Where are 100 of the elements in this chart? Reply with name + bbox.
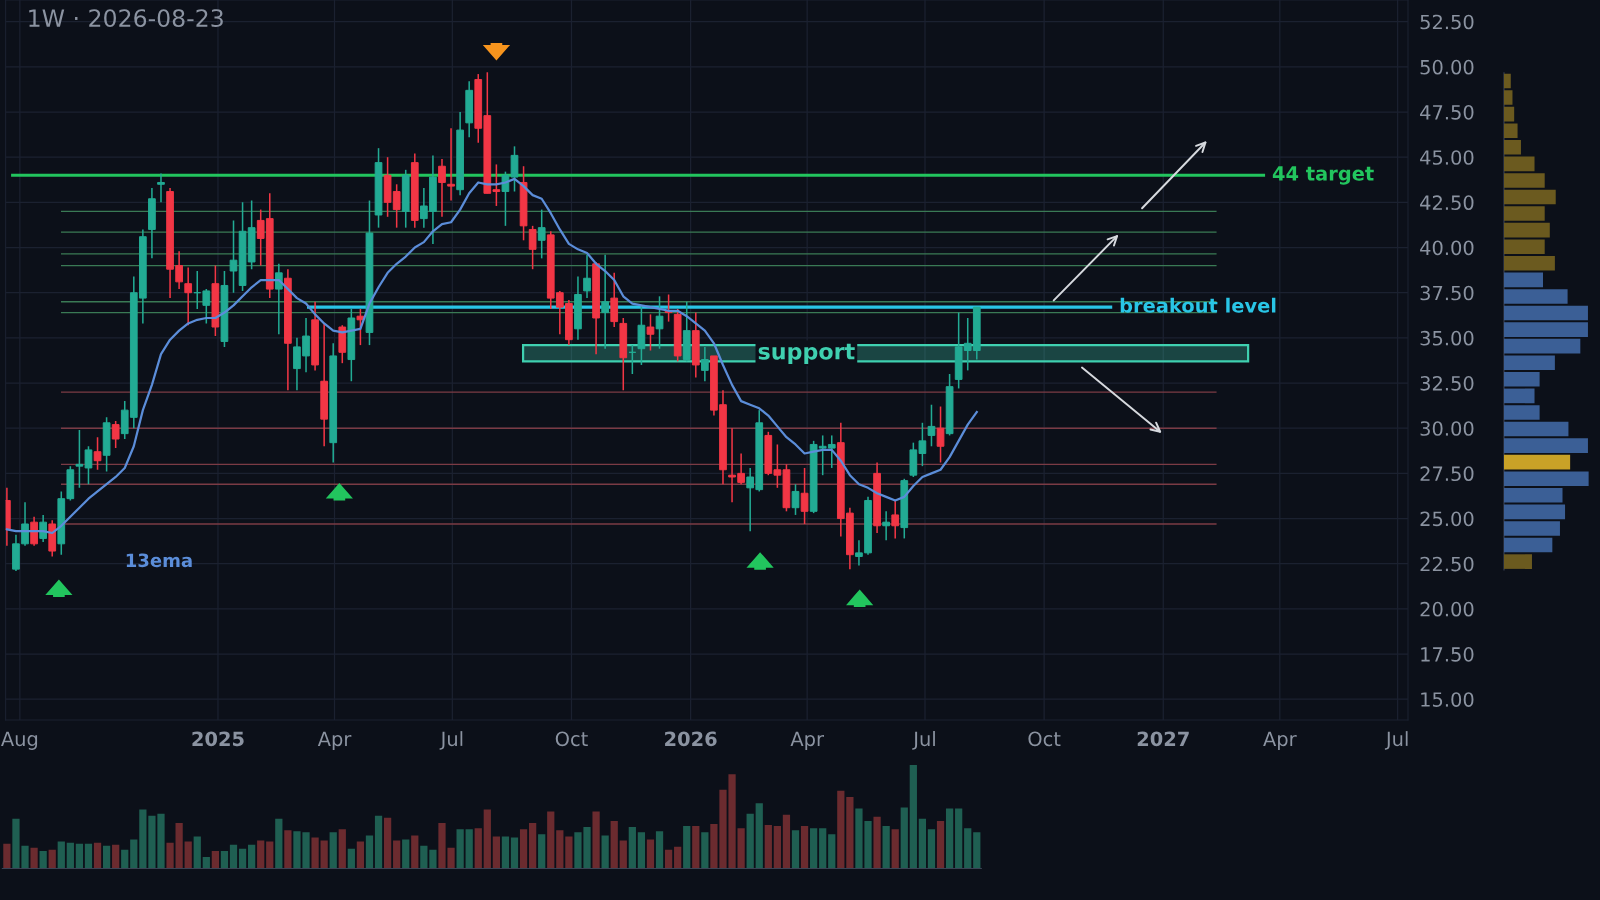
- x-tick-label: Jul: [912, 731, 935, 750]
- bar: [39, 850, 47, 869]
- bar: [465, 829, 473, 869]
- x-tick-label: Apr: [1263, 731, 1297, 750]
- bar: [1504, 106, 1515, 122]
- bar: [692, 826, 700, 869]
- candlestick: [30, 515, 38, 547]
- y-tick-label: 22.50: [1420, 556, 1474, 572]
- bar: [882, 826, 890, 869]
- bar: [791, 830, 800, 869]
- x-tick-label: Aug: [1, 731, 38, 750]
- candlestick: [891, 499, 900, 540]
- bar: [837, 790, 845, 869]
- y-tick-label: 15.00: [1421, 692, 1474, 707]
- bar: [1504, 355, 1555, 371]
- bar: [3, 843, 11, 869]
- y-tick-label: 37.50: [1420, 285, 1474, 301]
- bar: [891, 829, 899, 869]
- candlestick: [583, 253, 591, 299]
- x-tick-label: Oct: [1028, 731, 1061, 747]
- bar: [538, 834, 546, 869]
- bar: [492, 836, 500, 869]
- bar: [556, 830, 564, 869]
- bar: [112, 844, 120, 869]
- bar: [374, 815, 383, 869]
- bar: [637, 832, 646, 869]
- y-tick-label: 20.00: [1420, 601, 1474, 617]
- bar: [746, 813, 754, 869]
- bar: [601, 835, 609, 869]
- bar: [266, 841, 274, 869]
- bar: [510, 837, 519, 869]
- x-tick-label: 2027: [1137, 731, 1189, 747]
- bar: [1504, 405, 1540, 420]
- candlestick: [800, 467, 809, 525]
- bar: [547, 811, 555, 869]
- bar: [1504, 256, 1555, 271]
- bar: [238, 848, 247, 869]
- candlestick: [447, 127, 455, 202]
- bar: [1504, 189, 1556, 205]
- bar: [529, 822, 537, 869]
- bar: [1504, 289, 1568, 304]
- bar: [220, 850, 229, 869]
- candlestick: [93, 436, 102, 471]
- bar: [257, 840, 265, 869]
- bar: [683, 826, 691, 869]
- bar: [764, 825, 772, 869]
- bar: [565, 836, 573, 869]
- ref-line-label: breakout level: [1120, 297, 1276, 313]
- bar: [1504, 372, 1540, 387]
- bar: [1504, 388, 1535, 404]
- x-tick-label: Apr: [790, 731, 824, 750]
- bar: [329, 832, 337, 869]
- bar: [1504, 438, 1588, 453]
- bar: [393, 840, 401, 869]
- bar: [365, 835, 374, 869]
- bar: [674, 846, 682, 869]
- y-tick-label: 30.00: [1420, 421, 1474, 436]
- bar: [936, 820, 945, 869]
- bar: [501, 836, 510, 869]
- bar: [810, 828, 818, 869]
- bar: [964, 828, 972, 869]
- bar: [1504, 421, 1569, 437]
- bar: [130, 839, 138, 869]
- bar: [483, 809, 491, 869]
- bar: [1504, 488, 1563, 503]
- band-label: support: [758, 343, 855, 364]
- bar: [828, 834, 836, 869]
- candlestick: [438, 158, 446, 218]
- bar: [193, 836, 201, 869]
- bar: [474, 828, 482, 869]
- x-tick-label: 2025: [192, 731, 244, 747]
- bar: [755, 803, 763, 869]
- bar: [248, 844, 256, 869]
- bar: [655, 831, 664, 869]
- bar: [1504, 521, 1560, 536]
- bar: [48, 849, 56, 869]
- bar: [57, 841, 65, 869]
- bar: [411, 835, 419, 869]
- candlestick: [655, 295, 664, 350]
- bar: [1504, 90, 1513, 105]
- bar: [1504, 123, 1518, 139]
- bar: [84, 843, 93, 869]
- bar: [1504, 305, 1588, 321]
- bar: [229, 844, 238, 869]
- bar: [1504, 173, 1545, 188]
- bar: [1504, 338, 1581, 354]
- bar: [121, 849, 129, 869]
- candlestick: [701, 346, 709, 382]
- bar: [1504, 239, 1545, 255]
- bar: [973, 832, 981, 869]
- x-tick-label: Jul: [1384, 731, 1408, 750]
- candlestick: [882, 510, 890, 541]
- bar: [646, 839, 655, 869]
- candlestick: [927, 403, 936, 448]
- bar: [429, 849, 437, 869]
- bar: [356, 841, 365, 869]
- bar: [909, 765, 917, 869]
- bar: [592, 811, 600, 869]
- candlestick: [610, 272, 619, 328]
- bar: [1504, 73, 1511, 89]
